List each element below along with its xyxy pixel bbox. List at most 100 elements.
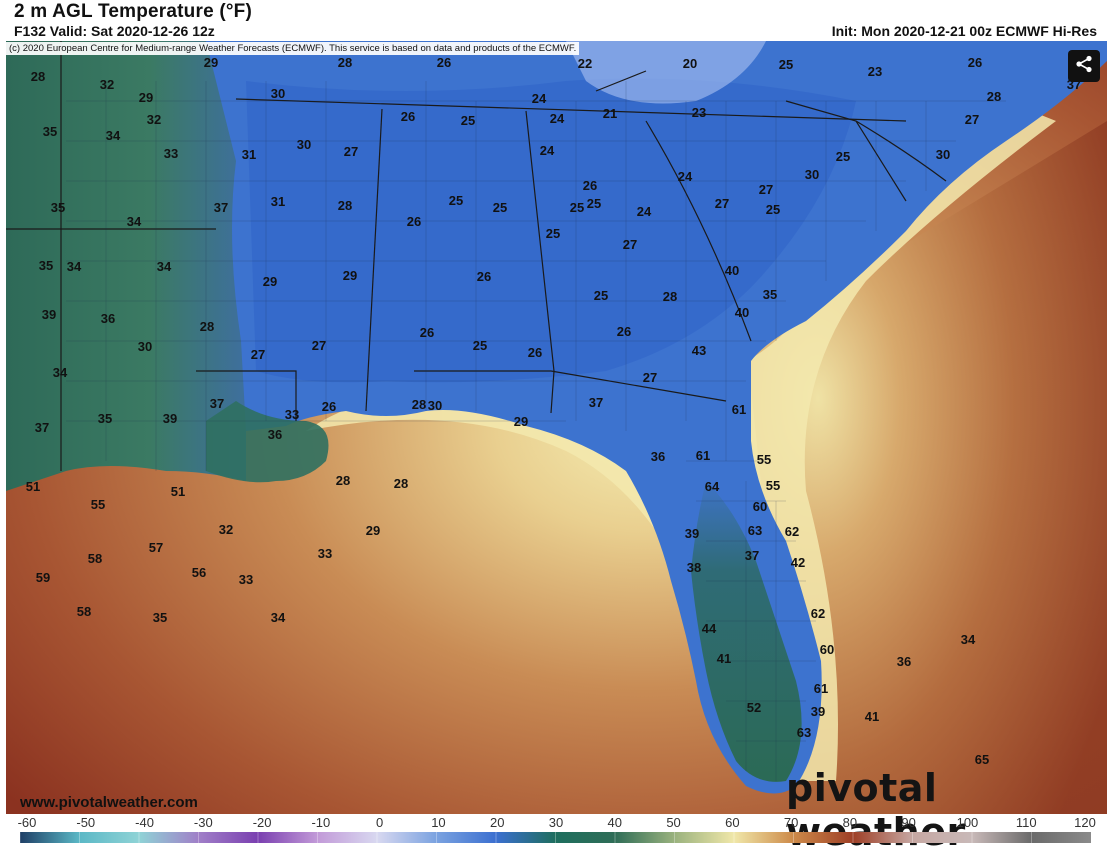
colorbar-tick-label: -50: [76, 815, 96, 830]
colorbar-tick-label: 110: [1015, 815, 1037, 830]
temperature-label: 37: [214, 200, 228, 215]
temperature-label: 37: [745, 548, 759, 563]
temperature-label: 44: [702, 621, 717, 636]
temperature-label: 61: [732, 402, 746, 417]
colorbar-tick-label: 0: [376, 815, 384, 830]
temperature-label: 23: [868, 64, 882, 79]
temperature-label: 34: [157, 259, 172, 274]
temperature-label: 63: [797, 725, 811, 740]
colorbar-tick-label: -30: [193, 815, 213, 830]
temperature-label: 25: [461, 113, 475, 128]
temperature-label: 26: [477, 269, 491, 284]
temperature-label: 30: [936, 147, 950, 162]
temperature-label: 27: [251, 347, 265, 362]
temperature-label: 26: [583, 178, 597, 193]
temperature-label: 41: [717, 651, 731, 666]
temperature-label: 40: [735, 305, 749, 320]
temperature-label: 25: [473, 338, 487, 353]
temperature-label: 58: [77, 604, 91, 619]
temperature-label: 32: [219, 522, 233, 537]
temperature-label: 30: [297, 137, 311, 152]
temperature-label: 25: [449, 193, 463, 208]
temperature-label: 29: [366, 523, 380, 538]
colorbar-tick-label: 100: [956, 815, 979, 830]
temperature-label: 36: [268, 427, 282, 442]
temperature-label: 34: [53, 365, 68, 380]
temperature-label: 29: [139, 90, 153, 105]
temperature-label: 30: [805, 167, 819, 182]
temperature-label: 39: [811, 704, 825, 719]
temperature-label: 37: [210, 396, 224, 411]
colorbar: [20, 832, 1091, 843]
temperature-label: 34: [127, 214, 142, 229]
temperature-label: 29: [204, 55, 218, 70]
temperature-label: 55: [91, 497, 105, 512]
temperature-map[interactable]: 28 29 32 29 28 26 22 20 25 23 26 37 35 34 32 33 31 30 30 27…: [6, 41, 1107, 814]
temperature-label: 26: [420, 325, 434, 340]
temperature-label: 36: [897, 654, 911, 669]
colorbar-tick-label: 70: [783, 815, 799, 830]
temperature-label: 36: [101, 311, 115, 326]
colorbar-tick-label: -40: [135, 815, 154, 830]
temperature-label: 36: [651, 449, 665, 464]
temperature-label: 29: [263, 274, 277, 289]
temperature-label: 25: [493, 200, 507, 215]
temperature-label: 62: [785, 524, 799, 539]
colorbar-tick-label: -20: [252, 815, 272, 830]
temperature-label: 51: [26, 479, 40, 494]
colorbar-tick-label: -60: [17, 815, 37, 830]
temperature-label: 25: [779, 57, 793, 72]
temperature-label: 65: [975, 752, 989, 767]
temperature-label: 28: [31, 69, 45, 84]
temperature-label: 26: [437, 55, 451, 70]
colorbar-tick-label: 120: [1074, 815, 1096, 830]
temperature-label: 60: [820, 642, 834, 657]
temperature-label: 26: [322, 399, 336, 414]
temperature-label: 26: [401, 109, 415, 124]
temperature-label: 27: [759, 182, 773, 197]
temperature-labels: 28 29 32 29 28 26 22 20 25 23 26 37 35 34 32 33 31 30 30 27…: [26, 55, 1081, 767]
temperature-label: 30: [428, 398, 442, 413]
temperature-label: 29: [514, 414, 528, 429]
temperature-label: 57: [149, 540, 163, 555]
temperature-label: 51: [171, 484, 185, 499]
colorbar-tick-label: -10: [311, 815, 331, 830]
temperature-label: 25: [587, 196, 601, 211]
temperature-label: 42: [791, 555, 805, 570]
temperature-label: 27: [312, 338, 326, 353]
temperature-label: 52: [747, 700, 761, 715]
temperature-label: 25: [836, 149, 850, 164]
temperature-label: 43: [692, 343, 706, 358]
init-time: Init: Mon 2020-12-21 00z ECMWF Hi-Res: [831, 23, 1097, 39]
colorbar-tick-label: 50: [666, 815, 681, 830]
temperature-label: 27: [715, 196, 729, 211]
temperature-label: 62: [811, 606, 825, 621]
website-url[interactable]: www.pivotalweather.com: [20, 794, 198, 811]
temperature-label: 25: [594, 288, 608, 303]
copyright-notice: (c) 2020 European Centre for Medium-rang…: [6, 42, 580, 55]
temperature-label: 64: [705, 479, 720, 494]
temperature-label: 35: [39, 258, 53, 273]
temperature-label: 27: [344, 144, 358, 159]
valid-time: F132 Valid: Sat 2020-12-26 12z: [14, 23, 215, 39]
colorbar-tick-label: 20: [489, 815, 505, 830]
temperature-label: 37: [589, 395, 603, 410]
temperature-label: 55: [757, 452, 771, 467]
share-button[interactable]: [1068, 50, 1100, 82]
temperature-label: 20: [683, 56, 697, 71]
share-icon: [1075, 55, 1093, 78]
temperature-label: 25: [546, 226, 560, 241]
temperature-label: 21: [603, 106, 617, 121]
temperature-label: 26: [528, 345, 542, 360]
temperature-label: 24: [532, 91, 547, 106]
temperature-label: 61: [696, 448, 710, 463]
temperature-label: 24: [678, 169, 693, 184]
temperature-label: 28: [338, 55, 352, 70]
temperature-label: 35: [153, 610, 167, 625]
temperature-label: 23: [692, 105, 706, 120]
temperature-label: 26: [407, 214, 421, 229]
temperature-label: 39: [685, 526, 699, 541]
header-title: 2 m AGL Temperature (°F): [14, 1, 252, 22]
temperature-label: 28: [394, 476, 408, 491]
temperature-label: 35: [43, 124, 57, 139]
